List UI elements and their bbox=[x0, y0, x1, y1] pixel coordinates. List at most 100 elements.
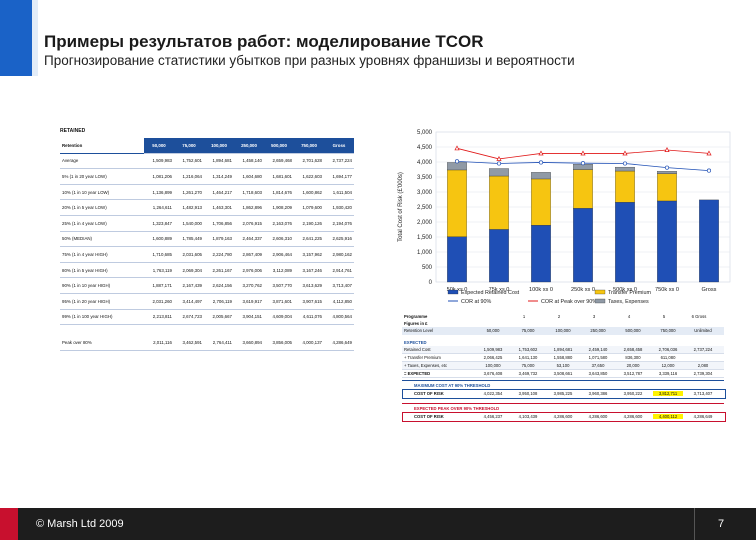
table-cell: 4,286,649 bbox=[693, 414, 713, 419]
table-cell: 1,622,603 bbox=[294, 168, 324, 185]
table-cell: 2,080 bbox=[697, 363, 709, 368]
table-cell: 100,000 bbox=[485, 363, 501, 368]
bar-segment bbox=[615, 170, 635, 203]
table-cell: 1,894,681 bbox=[204, 153, 234, 170]
table-cell: 4,022,354 bbox=[483, 391, 503, 396]
table-cell: 1,464,217 bbox=[204, 184, 234, 201]
table-cell: 1,681,601 bbox=[264, 168, 294, 185]
table-cell: 4,000,137 bbox=[294, 335, 324, 351]
table-cell: 2,031,605 bbox=[174, 246, 204, 263]
column-header: 500,000 bbox=[264, 138, 294, 154]
table-cell: 3,812,711 bbox=[653, 391, 683, 396]
retained-table-grid: Retention 50,000 75,000 100,000 250,000 500,0… bbox=[60, 138, 354, 351]
table-cell: 4,400,112 bbox=[653, 414, 683, 419]
x-tick-label: 100k xs 0 bbox=[529, 287, 553, 293]
table-cell: 2,261,167 bbox=[204, 262, 234, 279]
x-tick-label: Gross bbox=[702, 287, 717, 293]
row-label: 75% (1 in 4 year HIGH) bbox=[60, 246, 144, 263]
retention-value: 100,000 bbox=[555, 328, 571, 333]
table-cell: 2,066,425 bbox=[483, 355, 503, 360]
table-row: 90% (1 in 10 year HIGH) 1,887,171 2,167,43… bbox=[60, 277, 354, 294]
header-accent-bar bbox=[0, 0, 32, 76]
bar-segment bbox=[489, 229, 509, 283]
table-cell: 3,462,591 bbox=[174, 335, 204, 351]
table-cell: 2,641,225 bbox=[294, 231, 324, 248]
table-cell: 2,625,916 bbox=[324, 231, 354, 248]
y-tick-label: 1,500 bbox=[417, 235, 433, 241]
row-label: COST OF RISK bbox=[414, 391, 444, 396]
table-cell: 1,558,880 bbox=[553, 355, 573, 360]
header-accent-shade bbox=[32, 0, 38, 76]
table-cell: 3,508,661 bbox=[553, 371, 573, 376]
retention-value: 750,000 bbox=[660, 328, 676, 333]
line-point bbox=[538, 160, 544, 165]
header-label: Retention bbox=[60, 138, 144, 154]
table-cell: 1,600,889 bbox=[144, 231, 174, 248]
table-cell: 2,658,458 bbox=[623, 347, 643, 352]
legend-label: Transfer Premium bbox=[608, 290, 651, 296]
legend-label: COR at 90% bbox=[461, 299, 491, 305]
table-cell: 1,482,913 bbox=[174, 199, 204, 216]
table-caption: RETAINED bbox=[60, 128, 86, 134]
table-cell: 4,611,076 bbox=[294, 309, 324, 326]
table-cell: 1,894,681 bbox=[553, 347, 573, 352]
row-label: 80% (1 in 5 year HIGH) bbox=[60, 262, 144, 279]
table-cell: 1,718,603 bbox=[234, 184, 264, 201]
table-cell: 2,464,337 bbox=[234, 231, 264, 248]
table-cell: 1,753,602 bbox=[518, 347, 538, 352]
table-cell: 12,000 bbox=[661, 363, 675, 368]
table-cell: 1,814,676 bbox=[264, 184, 294, 201]
retention-value: 250,000 bbox=[590, 328, 606, 333]
section-label: EXPECTED bbox=[404, 340, 427, 345]
programme-number: 5 bbox=[662, 314, 666, 319]
section-label: MAXIMUM COST AT 90% THRESHOLD bbox=[414, 383, 491, 388]
table-cell: 1,509,983 bbox=[483, 347, 503, 352]
table-cell: 3,713,407 bbox=[693, 391, 713, 396]
bar-segment bbox=[573, 169, 593, 209]
bar-segment bbox=[531, 225, 551, 283]
table-cell: 1,458,140 bbox=[234, 153, 264, 170]
y-tick-label: 500 bbox=[422, 265, 433, 271]
table-cell: 1,611,504 bbox=[324, 184, 354, 201]
table-cell: 3,619,917 bbox=[234, 293, 264, 310]
programme-number: 6 Gross bbox=[691, 314, 707, 319]
line-point bbox=[622, 150, 628, 156]
table-row: 80% (1 in 5 year HIGH) 1,763,119 2,069,304… bbox=[60, 262, 354, 279]
table-cell: 3,950,108 bbox=[518, 391, 538, 396]
bar-segment bbox=[699, 199, 719, 283]
table-cell: 1,879,163 bbox=[204, 231, 234, 248]
table-cell: 53,100 bbox=[556, 363, 570, 368]
table-cell: 37,650 bbox=[591, 363, 605, 368]
cor-row bbox=[402, 389, 726, 399]
row-label: COST OF RISK bbox=[414, 414, 444, 419]
table-cell: 1,081,206 bbox=[144, 168, 174, 185]
table-cell: 1,785,449 bbox=[174, 231, 204, 248]
retention-band bbox=[402, 327, 724, 335]
table-cell: 3,512,787 bbox=[623, 371, 643, 376]
table-cell: 2,459,140 bbox=[588, 347, 608, 352]
table-cell: 2,906,464 bbox=[264, 246, 294, 263]
row-label: Peak over 80% bbox=[60, 335, 144, 351]
table-cell: 2,701,628 bbox=[294, 153, 324, 170]
row-label: + Transfer Premium bbox=[404, 355, 441, 360]
y-tick-label: 2,500 bbox=[417, 205, 433, 211]
table-cell: 2,606,310 bbox=[264, 231, 294, 248]
slide-title: Примеры результатов работ: моделирование… bbox=[44, 32, 484, 51]
table-cell: 1,216,064 bbox=[174, 168, 204, 185]
table-cell: 1,264,611 bbox=[144, 199, 174, 216]
table-cell: 1,710,685 bbox=[144, 246, 174, 263]
table-cell: 3,856,005 bbox=[264, 335, 294, 351]
table-label: Figures in £ bbox=[404, 321, 428, 326]
row-label: 90% (1 in 10 year HIGH) bbox=[60, 277, 144, 294]
bar-segment bbox=[531, 178, 551, 226]
bar-segment bbox=[447, 169, 467, 237]
footer-accent bbox=[0, 508, 18, 540]
table-cell: 2,224,780 bbox=[204, 246, 234, 263]
retained-results-table: RETAINED Retention 50,000 75,000 100,000 250… bbox=[60, 128, 370, 351]
line-point bbox=[496, 161, 502, 166]
section-label: EXPECTED PEAK OVER 90% THRESHOLD bbox=[414, 406, 500, 411]
table-cell: 1,763,119 bbox=[144, 262, 174, 279]
table-cell: 2,167,439 bbox=[174, 277, 204, 294]
row-label: 50% (MEDIAN) bbox=[60, 231, 144, 248]
peak-row bbox=[402, 412, 726, 422]
